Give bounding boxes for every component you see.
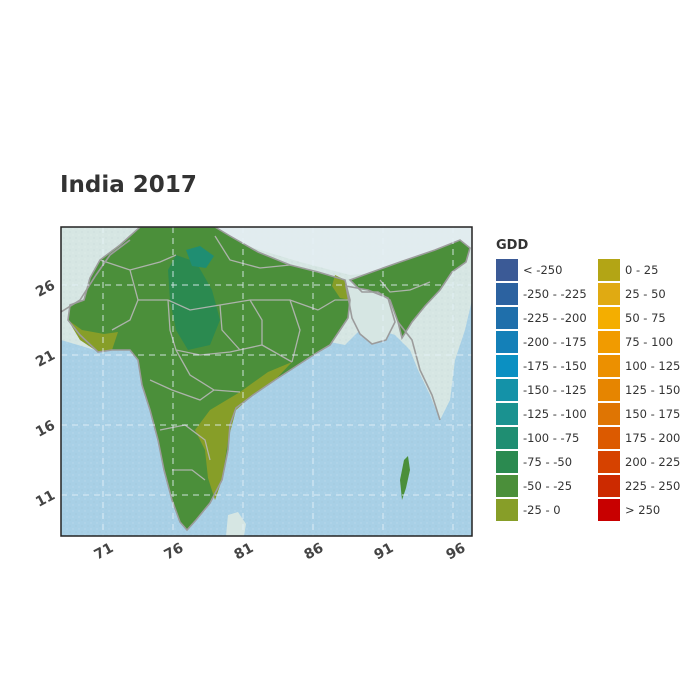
legend-label: -125 - -100 (523, 407, 587, 421)
legend-swatch (496, 283, 518, 305)
legend-item: -125 - -100 (496, 402, 596, 426)
legend-label: 100 - 125 (625, 359, 681, 373)
legend-swatch (496, 331, 518, 353)
legend-label: 75 - 100 (625, 335, 674, 349)
legend-item: 125 - 150 (598, 378, 698, 402)
india-mainland (68, 227, 350, 530)
legend-swatch (598, 475, 620, 497)
legend-swatch (496, 379, 518, 401)
legend-item: 0 - 25 (598, 258, 698, 282)
legend-swatch (598, 259, 620, 281)
legend-item: 25 - 50 (598, 282, 698, 306)
legend-item: 175 - 200 (598, 426, 698, 450)
legend-item: 200 - 225 (598, 450, 698, 474)
legend-swatch (598, 331, 620, 353)
legend-label: -225 - -200 (523, 311, 587, 325)
legend-label: 25 - 50 (625, 287, 666, 301)
legend-label: -25 - 0 (523, 503, 561, 517)
map-legend: GDD < -250 -250 - -225 -225 - -200 -200 - -… (496, 238, 696, 528)
title-line-region: India 2017 (60, 172, 197, 198)
legend-item: 100 - 125 (598, 354, 698, 378)
legend-item: -250 - -225 (496, 282, 596, 306)
legend-item: -100 - -75 (496, 426, 596, 450)
legend-item: < -250 (496, 258, 596, 282)
legend-label: 150 - 175 (625, 407, 681, 421)
gdd-region-gujarat (68, 320, 118, 352)
legend-swatch (598, 499, 620, 521)
legend-label: 125 - 150 (625, 383, 681, 397)
legend-label: -150 - -125 (523, 383, 587, 397)
latitude-axis: 26 21 16 11 (33, 277, 58, 510)
legend-item: -225 - -200 (496, 306, 596, 330)
legend-label: 50 - 75 (625, 311, 666, 325)
state-borders (99, 235, 431, 481)
longitude-tick-label: 91 (372, 540, 397, 563)
legend-column-positive: 0 - 25 25 - 50 50 - 75 75 - 100 100 - 125 125… (598, 258, 698, 522)
legend-label: -75 - -50 (523, 455, 573, 469)
longitude-tick-label: 96 (444, 540, 469, 563)
legend-column-negative: < -250 -250 - -225 -225 - -200 -200 - -175 -… (496, 258, 596, 522)
legend-swatch (598, 451, 620, 473)
legend-swatch (598, 283, 620, 305)
legend-swatch (496, 427, 518, 449)
legend-swatch (496, 355, 518, 377)
legend-item: -175 - -150 (496, 354, 596, 378)
legend-title: GDD (496, 238, 529, 253)
map-frame (60, 226, 473, 537)
gdd-region-north (186, 246, 214, 268)
legend-label: -50 - -25 (523, 479, 573, 493)
legend-item: -75 - -50 (496, 450, 596, 474)
legend-item: > 250 (598, 498, 698, 522)
longitude-tick-label: 76 (162, 540, 187, 563)
legend-label: 175 - 200 (625, 431, 681, 445)
legend-swatch (598, 379, 620, 401)
gdd-region-central (168, 255, 220, 350)
legend-item: 150 - 175 (598, 402, 698, 426)
legend-swatch (496, 499, 518, 521)
legend-label: 225 - 250 (625, 479, 681, 493)
legend-swatch (598, 307, 620, 329)
legend-label: > 250 (625, 503, 661, 517)
legend-label: 200 - 225 (625, 455, 681, 469)
gdd-region-himalaya (332, 275, 350, 300)
legend-item: 50 - 75 (598, 306, 698, 330)
legend-label: -250 - -225 (523, 287, 587, 301)
gdd-region-east-coast (195, 362, 292, 500)
legend-swatch (496, 259, 518, 281)
legend-item: -25 - 0 (496, 498, 596, 522)
legend-item: -150 - -125 (496, 378, 596, 402)
india-northeast (350, 240, 470, 338)
sri-lanka-land (226, 512, 246, 536)
legend-label: 0 - 25 (625, 263, 659, 277)
legend-swatch (496, 451, 518, 473)
legend-swatch (598, 403, 620, 425)
longitude-tick-label: 81 (232, 540, 257, 563)
legend-label: -200 - -175 (523, 335, 587, 349)
andaman-islands (400, 456, 410, 500)
latitude-tick-label: 26 (33, 277, 58, 300)
legend-label: < -250 (523, 263, 563, 277)
graticule (61, 227, 472, 536)
legend-swatch (496, 307, 518, 329)
longitude-axis: 71 76 81 86 91 96 (92, 540, 469, 563)
latitude-tick-label: 16 (33, 417, 58, 440)
legend-item: -50 - -25 (496, 474, 596, 498)
legend-label: -100 - -75 (523, 431, 580, 445)
legend-item: -200 - -175 (496, 330, 596, 354)
legend-swatch (598, 427, 620, 449)
country-borders (61, 227, 471, 532)
legend-swatch (598, 355, 620, 377)
legend-swatch (496, 403, 518, 425)
legend-label: -175 - -150 (523, 359, 587, 373)
latitude-tick-label: 21 (33, 347, 58, 370)
legend-swatch (496, 475, 518, 497)
longitude-tick-label: 71 (92, 540, 117, 563)
legend-item: 75 - 100 (598, 330, 698, 354)
latitude-tick-label: 11 (33, 487, 58, 510)
longitude-tick-label: 86 (302, 540, 327, 563)
legend-item: 225 - 250 (598, 474, 698, 498)
